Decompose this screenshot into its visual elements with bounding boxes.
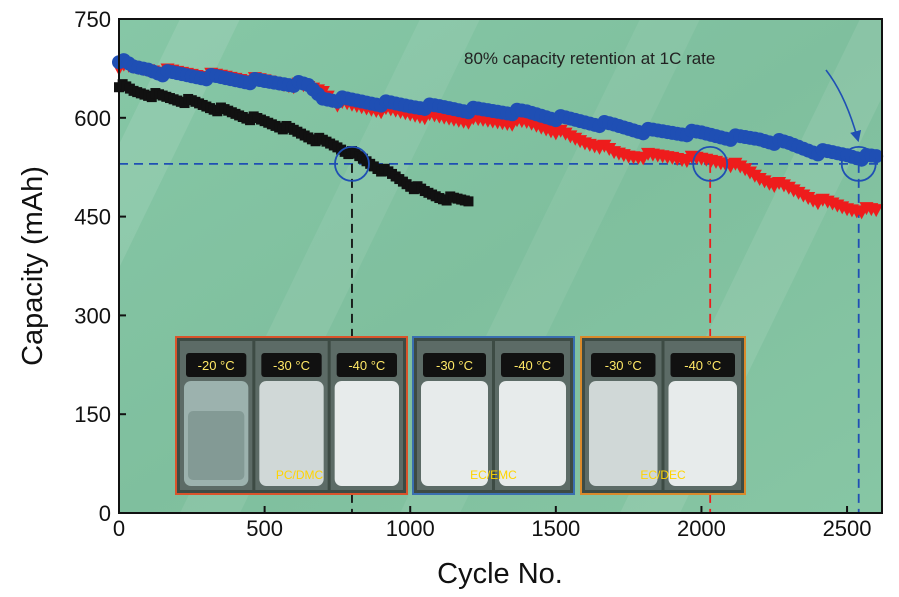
annotation-arrow: [825, 69, 862, 143]
blue-series: [112, 53, 884, 167]
retention-circle: [692, 146, 729, 182]
vial-cap: [186, 353, 247, 377]
y-axis-title: Capacity (mAh): [17, 166, 49, 366]
y-tick-label: 150: [74, 402, 111, 427]
y-tick-label: 300: [74, 303, 111, 328]
electrolyte-photo-insets: -20 °C -30 °C -40 °C PC/DMC -30 °C -40 °C EC/E…: [175, 336, 746, 495]
retention-circles: [334, 146, 877, 182]
data-point: [869, 204, 884, 218]
vial-temperature-label: -20 °C: [198, 358, 235, 373]
vial-body: [668, 381, 737, 486]
x-tick-label: 500: [246, 516, 283, 541]
plot-frame: [118, 18, 883, 514]
data-series: [112, 53, 884, 220]
retention-circle: [840, 146, 877, 182]
inset-panel: -30 °C -40 °C EC/DEC: [580, 336, 746, 495]
x-tick-label: 2000: [677, 516, 726, 541]
vial-liquid: [188, 411, 245, 480]
y-tick-label: 0: [99, 501, 111, 526]
vial-temperature-label: -30 °C: [436, 358, 473, 373]
vial-body: [421, 381, 488, 486]
vial: -40 °C: [664, 341, 741, 490]
y-tick-label: 750: [74, 7, 111, 32]
vial-body: [589, 381, 658, 486]
vial-cap: [336, 353, 397, 377]
black-series: [114, 79, 474, 207]
vial-cap: [670, 353, 735, 377]
vial-body: [334, 381, 399, 486]
vial: -30 °C: [585, 341, 662, 490]
vial-cap: [591, 353, 656, 377]
x-tick-label: 1500: [531, 516, 580, 541]
y-tick-label: 450: [74, 205, 111, 230]
retention-circle: [334, 146, 370, 182]
vial: -40 °C: [495, 341, 570, 490]
axes: 0 150 300 450 600 750 0 500 1000 1500 2000 2500: [74, 7, 883, 541]
vial-temperature-label: -40 °C: [684, 358, 721, 373]
vial-cap: [423, 353, 486, 377]
x-axis-title: Cycle No.: [437, 558, 563, 590]
vial-temperature-label: -40 °C: [348, 358, 385, 373]
data-point: [463, 196, 474, 207]
vial-cap: [261, 353, 322, 377]
vial-body: [259, 381, 324, 486]
vial-temperature-label: -40 °C: [514, 358, 551, 373]
electrolyte-label: EC/DEC: [640, 468, 686, 482]
inset-panel: -20 °C -30 °C -40 °C PC/DMC: [175, 336, 408, 495]
data-point: [869, 149, 884, 164]
y-tick-label: 600: [74, 106, 111, 131]
vial-temperature-label: -30 °C: [273, 358, 310, 373]
annotation-group: 80% capacity retention at 1C rate: [464, 49, 862, 143]
vial-temperature-label: -30 °C: [605, 358, 642, 373]
annotation-text: 80% capacity retention at 1C rate: [464, 49, 715, 68]
electrolyte-label: EC/EMC: [470, 468, 517, 482]
electrolyte-label: PC/DMC: [276, 468, 324, 482]
vial: -30 °C: [255, 341, 328, 490]
vial-cap: [501, 353, 564, 377]
vial: -40 °C: [330, 341, 403, 490]
x-tick-label: 2500: [823, 516, 872, 541]
vial-body: [499, 381, 566, 486]
vial: -30 °C: [417, 341, 492, 490]
vial: -20 °C: [180, 341, 253, 490]
x-tick-label: 1000: [386, 516, 435, 541]
x-tick-label: 0: [113, 516, 125, 541]
inset-panel: -30 °C -40 °C EC/EMC: [412, 336, 575, 495]
